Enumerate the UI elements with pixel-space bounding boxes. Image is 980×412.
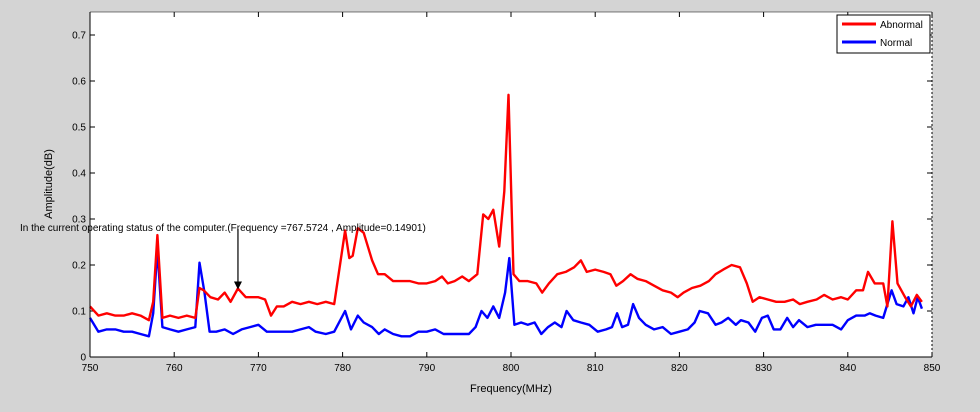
x-tick-label: 780 (334, 363, 351, 374)
annotation-arrowhead (233, 281, 242, 290)
legend: Abnormal Normal (836, 14, 931, 54)
y-tick-label: 0.6 (72, 77, 86, 88)
x-tick-label: 840 (839, 363, 856, 374)
y-tick-label: 0.2 (72, 261, 86, 272)
y-tick-label: 0 (80, 353, 86, 364)
x-tick-label: 760 (166, 363, 183, 374)
y-tick-label: 0.7 (72, 31, 86, 42)
x-axis-label: Frequency(MHz) (470, 383, 552, 395)
x-tick-label: 830 (755, 363, 772, 374)
legend-label-normal: Normal (880, 38, 912, 49)
y-tick-label: 0.5 (72, 123, 86, 134)
series-line-normal (88, 247, 924, 338)
y-tick-label: 0.1 (72, 307, 86, 318)
annotation-label: In the current operating status of the c… (20, 223, 426, 234)
x-tick-label: 850 (924, 363, 941, 374)
legend-label-abnormal: Abnormal (880, 20, 923, 31)
x-tick-label: 800 (503, 363, 520, 374)
x-tick-label: 810 (587, 363, 604, 374)
x-tick-label: 750 (82, 363, 99, 374)
x-tick-label: 770 (250, 363, 267, 374)
y-axis-label: Amplitude(dB) (43, 149, 55, 219)
datatip-annotation: In the current operating status of the c… (20, 223, 426, 290)
legend-box (836, 14, 931, 54)
y-tick-label: 0.4 (72, 169, 86, 180)
y-tick-label: 0.3 (72, 215, 86, 226)
x-tick-label: 820 (671, 363, 688, 374)
series-line-abnormal (89, 93, 923, 322)
x-tick-label: 790 (418, 363, 435, 374)
